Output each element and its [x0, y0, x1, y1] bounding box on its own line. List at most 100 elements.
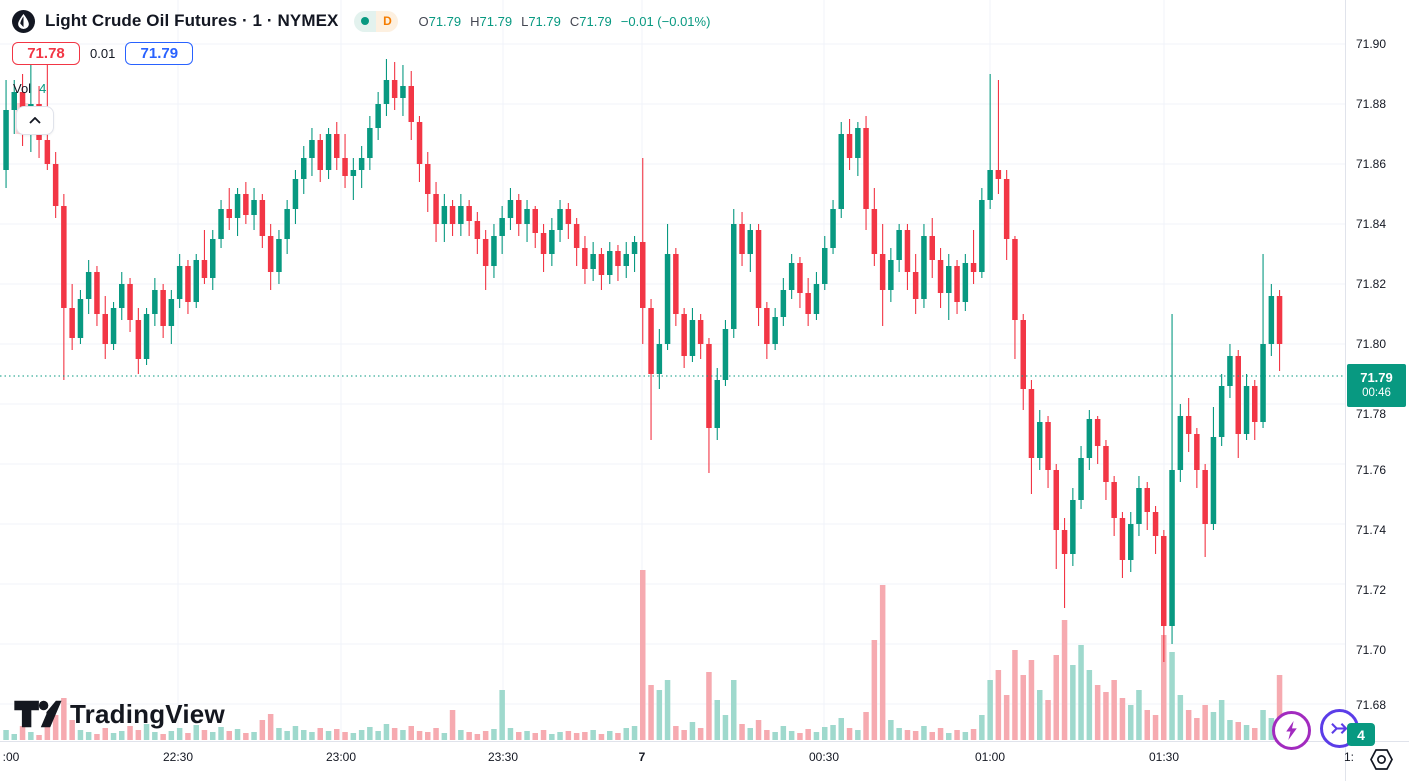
sell-button[interactable]: 71.78	[12, 42, 80, 65]
symbol-logo-icon[interactable]	[12, 9, 35, 33]
candle-wick	[997, 80, 999, 194]
price-tick-label: 71.70	[1356, 643, 1387, 657]
candle-body	[301, 158, 307, 179]
symbol-title[interactable]: Light Crude Oil Futures · 1 · NYMEX	[45, 11, 339, 30]
interval-badge[interactable]: D	[354, 10, 399, 32]
candle-body	[987, 170, 993, 200]
candle-body	[714, 380, 720, 428]
candle	[160, 284, 166, 338]
time-tick-label: 01:30	[1148, 750, 1180, 764]
price-axis[interactable]: 71.90 71.88 71.86 71.84 71.82 71.80 71.78 71.76…	[1346, 0, 1409, 741]
candle-body	[185, 266, 191, 302]
volume-bar	[714, 700, 720, 740]
candle-body	[797, 263, 803, 293]
collapse-panel-button[interactable]	[16, 106, 54, 135]
candle	[846, 119, 853, 170]
candle-body	[549, 230, 555, 254]
candle	[805, 278, 811, 326]
candle	[532, 206, 538, 248]
candle	[1177, 404, 1184, 482]
volume-bar	[970, 729, 977, 740]
candle	[623, 242, 629, 278]
candle	[830, 200, 836, 254]
time-tick-label: :00	[2, 750, 20, 764]
buy-button[interactable]: 71.79	[125, 42, 194, 65]
candle	[358, 146, 365, 188]
candle	[408, 71, 414, 140]
candle	[474, 212, 481, 254]
volume-bar	[36, 735, 42, 740]
price-chart-canvas[interactable]	[0, 0, 1346, 741]
candle	[1053, 464, 1059, 569]
candle	[1119, 512, 1126, 578]
candle	[1161, 530, 1167, 662]
candle-body	[458, 206, 464, 224]
alerts-count-badge[interactable]: 4	[1347, 723, 1375, 746]
candle	[1227, 344, 1233, 398]
volume-bar	[1020, 675, 1026, 740]
candle	[185, 260, 191, 314]
volume-bar	[1152, 715, 1159, 740]
volume-bar	[1028, 660, 1035, 740]
open-value: 71.79	[428, 13, 462, 29]
volume-bar	[358, 730, 365, 740]
candle	[524, 200, 530, 242]
time-tick-label: 7	[638, 750, 646, 764]
candle-body	[168, 299, 175, 326]
candle	[226, 188, 232, 230]
candle-body	[1177, 416, 1184, 470]
candle	[391, 62, 398, 110]
candle	[1111, 476, 1117, 536]
time-axis[interactable]: :00 22:30 23:00 23:30 7 00:30 01:00 01:30 1:	[0, 741, 1409, 781]
candle	[1185, 398, 1192, 452]
volume-bar	[921, 726, 927, 740]
volume-bar	[1161, 635, 1167, 740]
candle	[648, 299, 654, 440]
volume-study-label[interactable]: Vol	[13, 81, 32, 96]
candle-body	[863, 128, 869, 209]
candle-body	[904, 230, 911, 272]
candle	[466, 200, 472, 236]
volume-bar	[780, 726, 787, 740]
candle-body	[557, 209, 563, 230]
volume-bar	[375, 731, 381, 740]
candle	[689, 308, 696, 362]
volume-bar	[1094, 685, 1101, 740]
candle	[995, 80, 1002, 194]
volume-bar	[491, 729, 497, 740]
volume-bar	[1218, 700, 1225, 740]
candle-body	[598, 254, 605, 275]
candle-body	[656, 344, 663, 374]
candle-body	[1202, 470, 1208, 524]
change-value: −0.01 (−0.01%)	[620, 13, 711, 29]
volume-bar	[334, 729, 340, 740]
candle	[416, 116, 423, 182]
volume-bar	[267, 714, 274, 740]
candle	[772, 308, 778, 350]
volume-bar	[830, 725, 836, 740]
candle-body	[1260, 344, 1266, 422]
volume-bar	[52, 715, 59, 740]
candle-body	[499, 218, 505, 236]
volume-bar	[797, 733, 803, 740]
candles-layer	[3, 47, 1283, 662]
candle	[61, 194, 67, 380]
candle	[135, 308, 142, 374]
candle-body	[276, 239, 282, 272]
tradingview-watermark: TradingView	[12, 697, 225, 731]
candle-wick	[30, 47, 32, 152]
candle	[441, 194, 448, 242]
quick-trade-button[interactable]	[1272, 711, 1311, 750]
candle	[573, 218, 580, 266]
candle-body	[607, 251, 613, 275]
candle	[921, 224, 927, 308]
candle	[127, 278, 133, 332]
candle	[1020, 314, 1026, 410]
volume-bar	[557, 732, 563, 740]
axis-settings-button[interactable]	[1368, 747, 1395, 777]
candle	[565, 203, 572, 239]
candle-body	[937, 260, 944, 293]
candle	[631, 236, 638, 272]
candle	[267, 224, 274, 290]
candle-body	[259, 200, 266, 236]
